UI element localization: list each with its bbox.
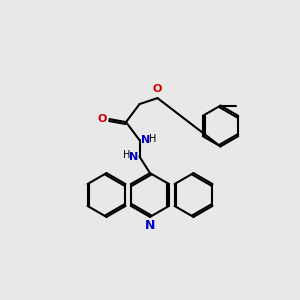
Text: N: N: [129, 152, 138, 162]
Text: O: O: [97, 113, 106, 124]
Text: O: O: [152, 84, 162, 94]
Text: H: H: [122, 150, 130, 160]
Text: N: N: [141, 135, 150, 145]
Text: H: H: [149, 134, 157, 144]
Text: N: N: [145, 219, 155, 232]
